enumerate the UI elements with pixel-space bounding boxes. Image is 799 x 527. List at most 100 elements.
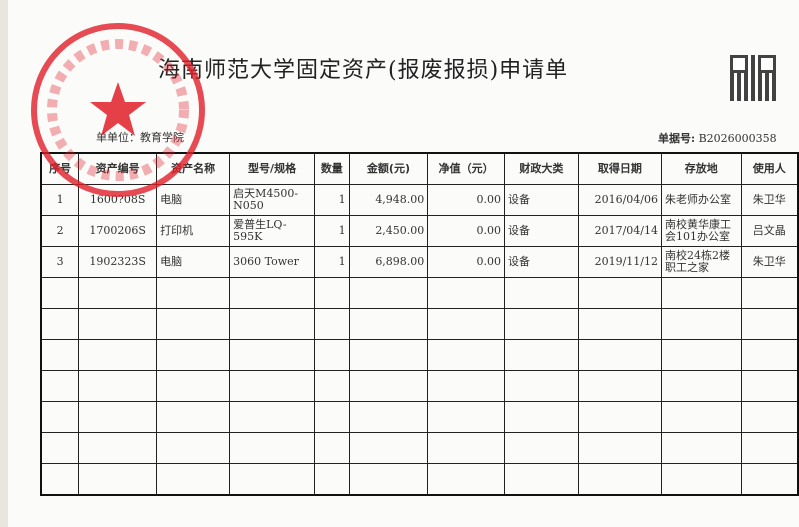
empty-cell — [740, 463, 799, 496]
empty-cell — [577, 401, 662, 433]
empty-cell — [348, 370, 429, 402]
table-cell: 打印机 — [156, 215, 231, 247]
empty-cell — [40, 308, 80, 340]
empty-cell — [660, 432, 742, 464]
empty-cell — [740, 277, 799, 309]
empty-cell — [348, 401, 429, 433]
empty-cell — [427, 432, 505, 464]
empty-cell — [156, 432, 231, 464]
empty-cell — [314, 432, 350, 464]
empty-row — [40, 370, 799, 402]
empty-cell — [348, 432, 429, 464]
empty-cell — [78, 432, 158, 464]
table-cell: 1 — [314, 184, 350, 216]
department-label: 单单位：教育学院 — [96, 131, 184, 144]
empty-cell — [348, 308, 429, 340]
empty-cell — [229, 463, 316, 496]
column-header: 财政大类 — [503, 152, 579, 185]
table-cell: 3060 Tower — [229, 246, 316, 278]
empty-cell — [577, 432, 662, 464]
table-cell: 朱卫华 — [740, 184, 799, 216]
empty-cell — [348, 339, 429, 371]
table-cell: 吕文晶 — [740, 215, 799, 247]
column-header: 取得日期 — [577, 152, 662, 185]
table-cell: 2 — [40, 215, 80, 247]
table-cell: 设备 — [503, 246, 579, 278]
table-cell: 2016/04/06 — [577, 184, 662, 216]
table-cell: 0.00 — [427, 184, 505, 216]
empty-cell — [156, 401, 231, 433]
empty-cell — [156, 339, 231, 371]
empty-cell — [40, 432, 80, 464]
empty-cell — [740, 370, 799, 402]
empty-cell — [40, 277, 80, 309]
table-cell: 1700206S — [78, 215, 158, 247]
empty-cell — [314, 463, 350, 496]
empty-cell — [78, 308, 158, 340]
empty-cell — [229, 339, 316, 371]
empty-cell — [78, 339, 158, 371]
qr-code — [730, 55, 776, 101]
table-cell: 1 — [40, 184, 80, 216]
empty-cell — [427, 463, 505, 496]
column-header: 使用人 — [740, 152, 799, 185]
table-cell: 启天M4500-N050 — [229, 184, 316, 216]
empty-cell — [40, 370, 80, 402]
empty-cell — [314, 370, 350, 402]
empty-cell — [660, 339, 742, 371]
table-cell: 1902323S — [78, 246, 158, 278]
table-cell: 0.00 — [427, 215, 505, 247]
column-header: 金额(元) — [348, 152, 429, 185]
empty-cell — [577, 339, 662, 371]
empty-cell — [660, 401, 742, 433]
empty-row — [40, 339, 799, 371]
empty-cell — [314, 277, 350, 309]
column-header: 序号 — [40, 152, 80, 185]
empty-cell — [740, 432, 799, 464]
table-cell: 0.00 — [427, 246, 505, 278]
empty-row — [40, 432, 799, 464]
empty-cell — [156, 370, 231, 402]
column-header: 资产名称 — [156, 152, 231, 185]
empty-cell — [348, 277, 429, 309]
column-header: 资产编号 — [78, 152, 158, 185]
table-cell: 1 — [314, 246, 350, 278]
empty-cell — [660, 463, 742, 496]
empty-cell — [577, 308, 662, 340]
table-cell: 爱普生LQ-595K — [229, 215, 316, 247]
table-cell: 2,450.00 — [348, 215, 429, 247]
empty-cell — [229, 370, 316, 402]
empty-row — [40, 308, 799, 340]
table-cell: 南校黄华康工会101办公室 — [660, 215, 742, 247]
table-cell: 2019/11/12 — [577, 246, 662, 278]
empty-cell — [78, 277, 158, 309]
table-cell: 朱卫华 — [740, 246, 799, 278]
empty-cell — [740, 401, 799, 433]
empty-cell — [427, 277, 505, 309]
empty-cell — [78, 401, 158, 433]
empty-cell — [229, 308, 316, 340]
table-row: 3 1902323S 电脑 3060 Tower 1 6,898.00 0.00 设备 2019… — [40, 246, 799, 278]
column-header: 数量 — [314, 152, 350, 185]
empty-cell — [314, 308, 350, 340]
table-cell: 2017/04/14 — [577, 215, 662, 247]
empty-cell — [229, 277, 316, 309]
empty-cell — [503, 308, 579, 340]
empty-cell — [740, 339, 799, 371]
table-cell: 设备 — [503, 184, 579, 216]
asset-table: 序号 资产编号 资产名称 型号/规格 数量 金额(元) 净值（元） 财政大类 取得日期 存放地 使用… — [40, 152, 799, 496]
table-cell: 1 — [314, 215, 350, 247]
empty-cell — [427, 308, 505, 340]
empty-cell — [40, 401, 80, 433]
empty-cell — [156, 308, 231, 340]
table-cell: 3 — [40, 246, 80, 278]
empty-cell — [156, 277, 231, 309]
empty-cell — [78, 463, 158, 496]
empty-cell — [660, 370, 742, 402]
empty-cell — [427, 401, 505, 433]
table-cell: 电脑 — [156, 246, 231, 278]
empty-cell — [503, 277, 579, 309]
table-cell: 电脑 — [156, 184, 231, 216]
empty-cell — [40, 463, 80, 496]
empty-row — [40, 463, 799, 496]
